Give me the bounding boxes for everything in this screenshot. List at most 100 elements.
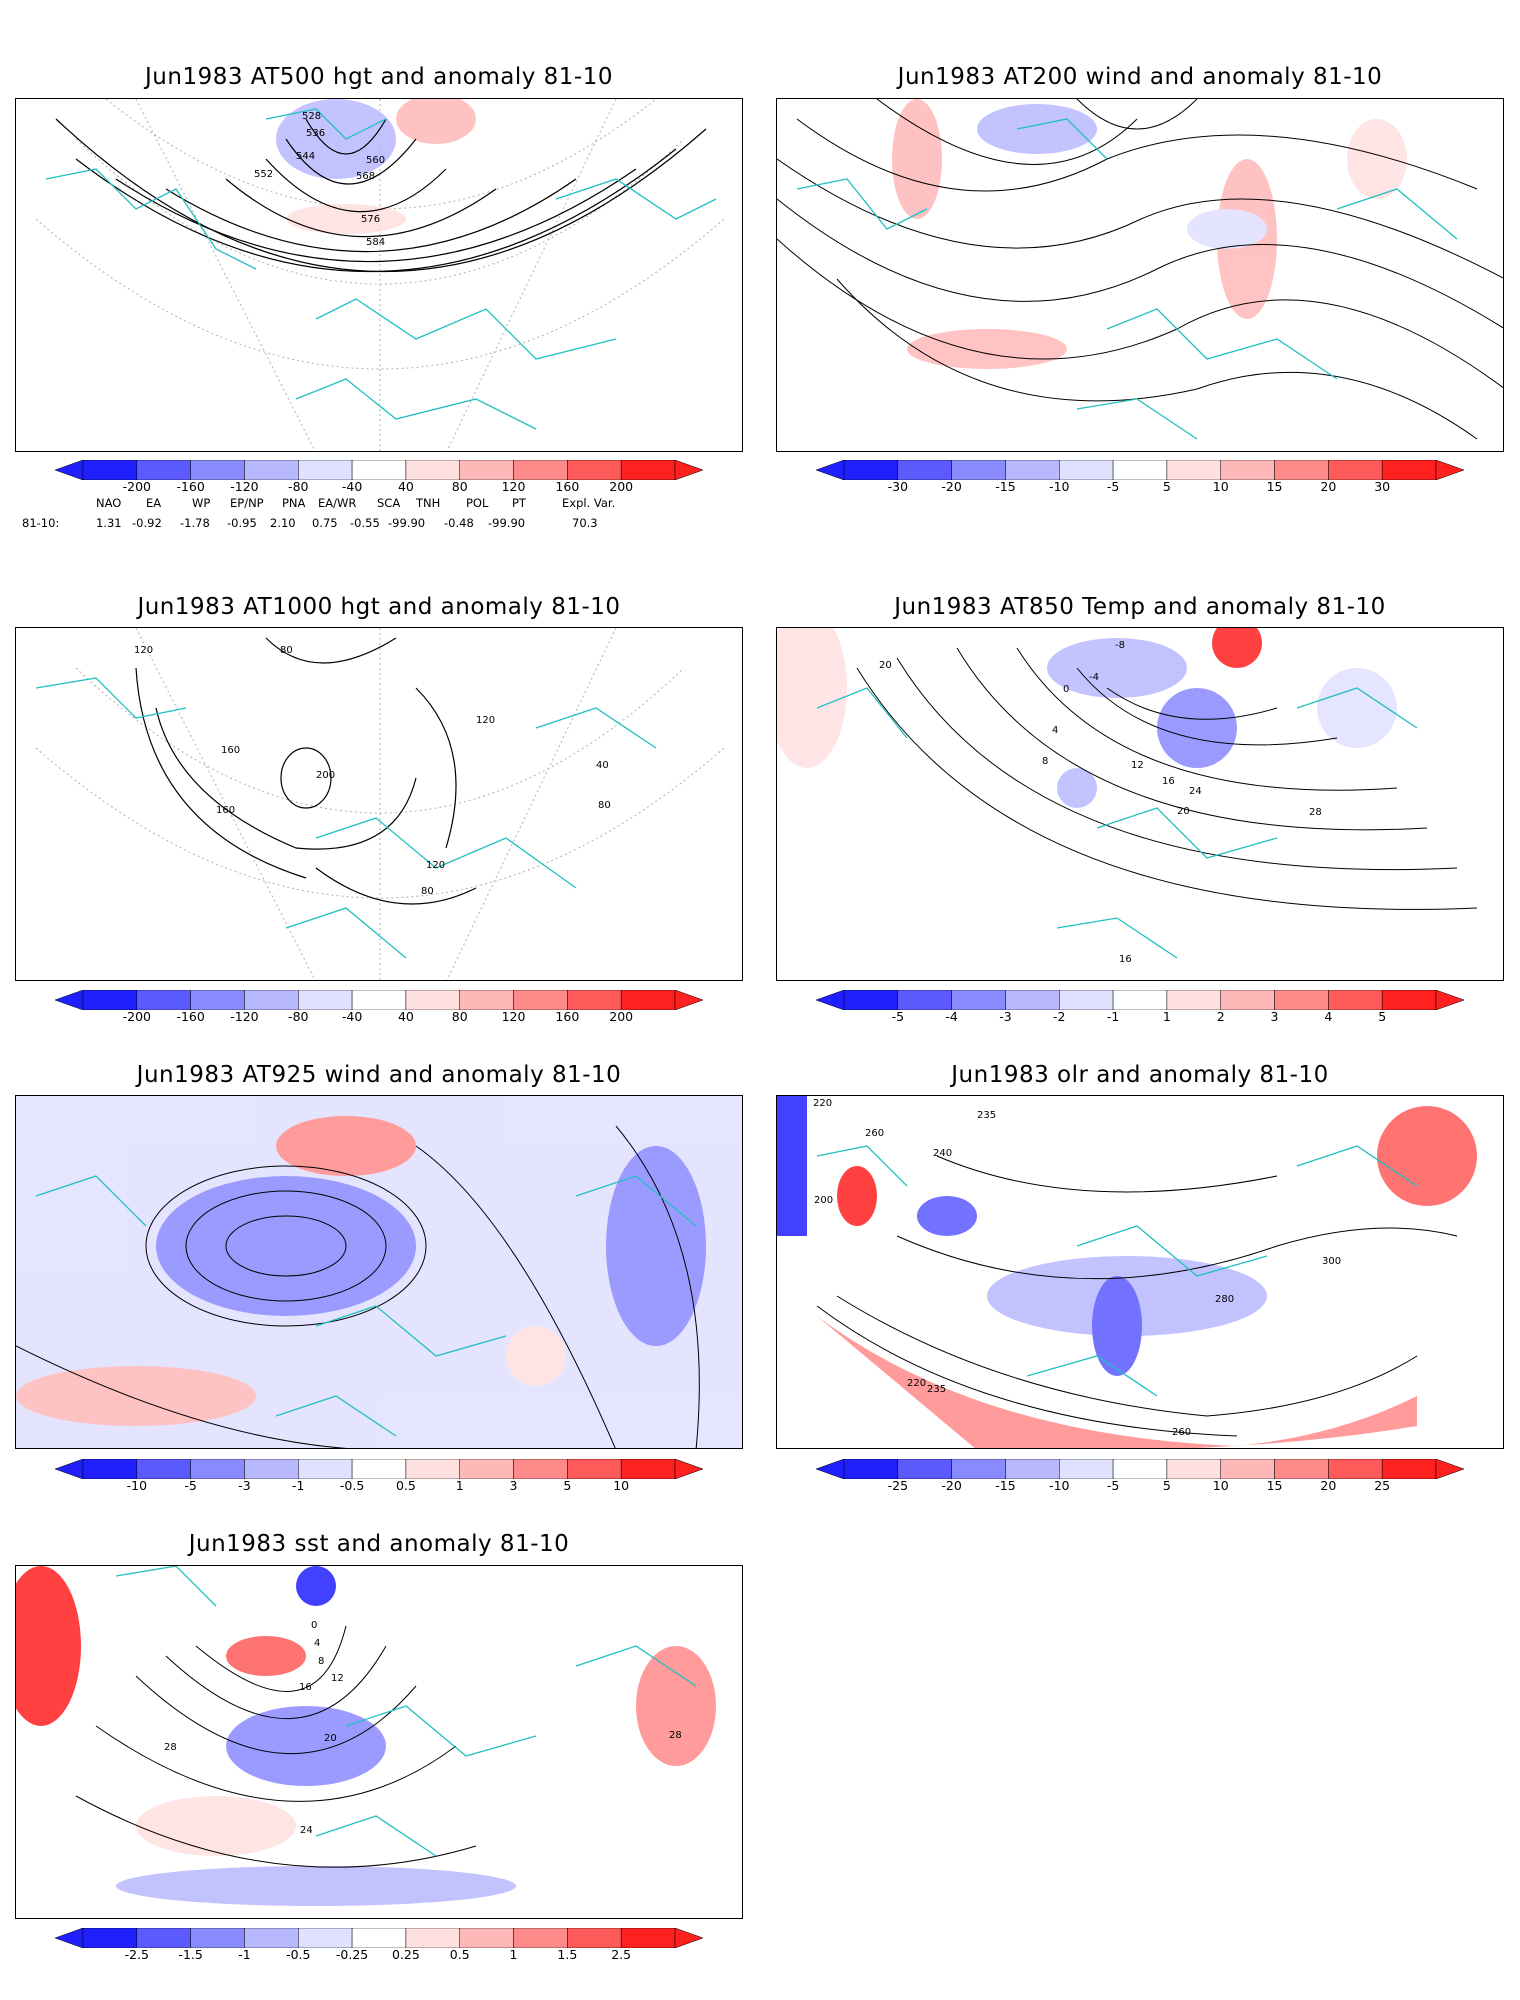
contour-label: 4	[314, 1638, 320, 1649]
colorbar-arrow-right	[674, 1928, 703, 1948]
colorbar-tick-label: 10	[1212, 1478, 1229, 1493]
colorbar-segment	[620, 1928, 676, 1948]
colorbar-segment	[1328, 1459, 1383, 1479]
colorbar-arrow-left	[816, 1459, 845, 1479]
colorbar-tick-label: 0.5	[395, 1478, 416, 1493]
panel-title-at925: Jun1983 AT925 wind and anomaly 81-10	[136, 1062, 622, 1088]
colorbar-tick-label: -4	[945, 1009, 958, 1024]
colorbar-tick-label: 1	[1162, 1009, 1171, 1024]
colorbar-segment	[459, 1928, 514, 1948]
tele-header: NAO	[96, 496, 122, 510]
coastlines	[816, 1145, 1418, 1397]
colorbar-tick-label: 3	[509, 1478, 518, 1493]
map-svg-sst: 0 4 8 12 16 20 24 28 28	[16, 1566, 716, 1906]
map-panel-olr: 220 235 260 240 200 280 300 235 220 260	[776, 1095, 1504, 1449]
colorbar-segment	[567, 1928, 622, 1948]
contour-label: 300	[1322, 1256, 1341, 1267]
contour-labels: 220 235 260 240 200 280 300 235 220 260	[813, 1098, 1341, 1438]
contour-label: 576	[361, 214, 380, 225]
contour-label: 20	[879, 660, 892, 671]
colorbar-olr	[816, 1459, 1464, 1479]
contour-label: 20	[1177, 806, 1190, 817]
temperature-contours	[856, 647, 1478, 910]
colorbar-segment	[405, 1459, 460, 1479]
colorbar-segment	[459, 990, 514, 1010]
contour-label: 235	[927, 1384, 946, 1395]
colorbar-segment	[897, 1459, 952, 1479]
colorbar-segment	[1059, 990, 1114, 1010]
colorbar-segment	[1112, 990, 1168, 1010]
colorbar-segment	[567, 990, 622, 1010]
contour-label: 12	[1131, 760, 1144, 771]
colorbar-tick-label: -3	[999, 1009, 1012, 1024]
contour-label: -8	[1115, 640, 1125, 651]
contour-labels: 120 80 160 200 40 120 80 160 120 80	[134, 645, 611, 897]
colorbar-tick-label: -10	[1049, 479, 1070, 494]
colorbar-segment	[351, 1459, 407, 1479]
tele-value: -1.78	[180, 516, 210, 530]
colorbar-segment	[244, 990, 299, 1010]
tele-header: PT	[512, 496, 526, 510]
colorbar-tick-label: -200	[122, 479, 151, 494]
anomaly-shading	[16, 1566, 716, 1906]
contour-label: 544	[296, 151, 315, 162]
tele-header: WP	[192, 496, 211, 510]
colorbar-arrow-left	[55, 1459, 84, 1479]
teleconnection-table: NAO EA WP EP/NP PNA EA/WR SCA TNH POL PT…	[22, 496, 722, 532]
coastlines	[35, 1175, 697, 1437]
colorbar-tick-label: 200	[609, 1009, 634, 1024]
colorbar-tick-label: 0.5	[449, 1947, 470, 1962]
map-svg-at500: 528 536 544 552 560 568 576 584	[35, 99, 725, 451]
colorbar-tick-label: 10	[613, 1478, 630, 1493]
map-panel-at1000: 120 80 160 200 40 120 80 160 120 80	[15, 627, 743, 981]
colorbar-segment	[136, 1459, 191, 1479]
contour-label: 16	[1119, 954, 1132, 965]
colorbar-tick-label: 5	[1378, 1009, 1387, 1024]
contour-label: 240	[933, 1148, 952, 1159]
colorbar-segment	[1166, 990, 1221, 1010]
colorbar-segment	[951, 460, 1006, 480]
colorbar-segment	[513, 460, 568, 480]
colorbar-tick-label: -20	[941, 1478, 962, 1493]
colorbar-arrow-left	[55, 460, 84, 480]
colorbar-arrow-right	[674, 460, 703, 480]
colorbar-tick-label: -2	[1053, 1009, 1066, 1024]
contour-label: 24	[300, 1825, 313, 1836]
contour-labels: 0 4 8 12 16 20 24 28 28	[164, 1620, 682, 1836]
colorbar-segment	[298, 1928, 353, 1948]
colorbar-arrow-right	[1435, 1459, 1464, 1479]
colorbar-segment	[1274, 1459, 1329, 1479]
colorbar-segment	[843, 990, 899, 1010]
colorbar-tick-label: -120	[230, 1009, 259, 1024]
grid-lines	[35, 628, 725, 980]
colorbar-arrow-left	[55, 990, 84, 1010]
colorbar-segment	[1220, 460, 1275, 480]
colorbar-tick-label: -25	[887, 1478, 909, 1493]
colorbar-segment	[459, 460, 514, 480]
colorbar-segment	[190, 1928, 245, 1948]
colorbar-segment	[405, 460, 460, 480]
tele-value: 70.3	[572, 516, 598, 530]
olr-contours	[816, 1155, 1458, 1437]
colorbar-segment	[1059, 460, 1114, 480]
panel-title-sst: Jun1983 sst and anomaly 81-10	[188, 1531, 570, 1557]
panel-title-at500: Jun1983 AT500 hgt and anomaly 81-10	[145, 64, 613, 90]
colorbar-tick-label: 160	[555, 479, 580, 494]
colorbar-segment	[513, 990, 568, 1010]
contour-label: 20	[324, 1733, 337, 1744]
colorbar-segment	[351, 460, 407, 480]
colorbar-segment	[843, 460, 899, 480]
colorbar-tick-label: -15	[995, 1478, 1016, 1493]
contour-label: 28	[1309, 807, 1322, 818]
colorbar-arrow-right	[674, 990, 703, 1010]
colorbar-segment	[1166, 460, 1221, 480]
colorbar-segment	[82, 1459, 138, 1479]
contour-label: 80	[280, 645, 293, 656]
colorbar-segment	[1166, 1459, 1221, 1479]
colorbar-arrow-left	[816, 990, 845, 1010]
map-panel-at925	[15, 1095, 743, 1449]
colorbar-tick-label: 2	[1216, 1009, 1225, 1024]
colorbar-tick-label: -40	[341, 479, 363, 494]
contour-label: 552	[254, 169, 273, 180]
anomaly-shading	[16, 1096, 742, 1448]
